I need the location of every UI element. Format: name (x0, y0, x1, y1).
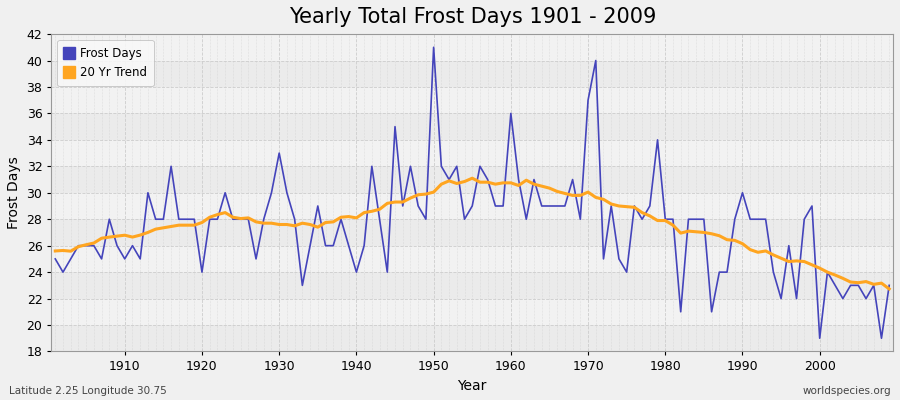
Bar (51, 219, 893, 246)
Text: worldspecies.org: worldspecies.org (803, 386, 891, 396)
20 Yr Trend (506, 180, 517, 185)
20 Yr Trend (282, 222, 292, 227)
Bar (51, 140, 893, 166)
Legend: Frost Days, 20 Yr Trend: Frost Days, 20 Yr Trend (58, 40, 154, 86)
Bar (51, 325, 893, 352)
Frost Days (606, 204, 616, 208)
Frost Days (50, 256, 60, 261)
Bar (51, 166, 893, 193)
Frost Days (328, 243, 338, 248)
20 Yr Trend (606, 202, 616, 206)
Bar (51, 246, 893, 272)
Bar (51, 114, 893, 140)
Bar (51, 87, 893, 114)
Bar (51, 34, 893, 60)
Title: Yearly Total Frost Days 1901 - 2009: Yearly Total Frost Days 1901 - 2009 (289, 7, 656, 27)
20 Yr Trend (328, 220, 338, 224)
Frost Days (282, 190, 292, 195)
Frost Days (814, 336, 825, 341)
Text: Latitude 2.25 Longitude 30.75: Latitude 2.25 Longitude 30.75 (9, 386, 166, 396)
Frost Days (884, 283, 895, 288)
20 Yr Trend (112, 234, 122, 238)
Frost Days (112, 243, 122, 248)
Frost Days (506, 111, 517, 116)
Bar (51, 272, 893, 298)
20 Yr Trend (50, 248, 60, 253)
20 Yr Trend (467, 176, 478, 181)
X-axis label: Year: Year (457, 379, 487, 393)
Bar (51, 298, 893, 325)
20 Yr Trend (513, 183, 524, 188)
Bar (51, 193, 893, 219)
Frost Days (513, 177, 524, 182)
Line: 20 Yr Trend: 20 Yr Trend (55, 178, 889, 289)
20 Yr Trend (884, 286, 895, 291)
Frost Days (428, 45, 439, 50)
Line: Frost Days: Frost Days (55, 47, 889, 338)
Bar (51, 60, 893, 87)
Y-axis label: Frost Days: Frost Days (7, 156, 21, 229)
